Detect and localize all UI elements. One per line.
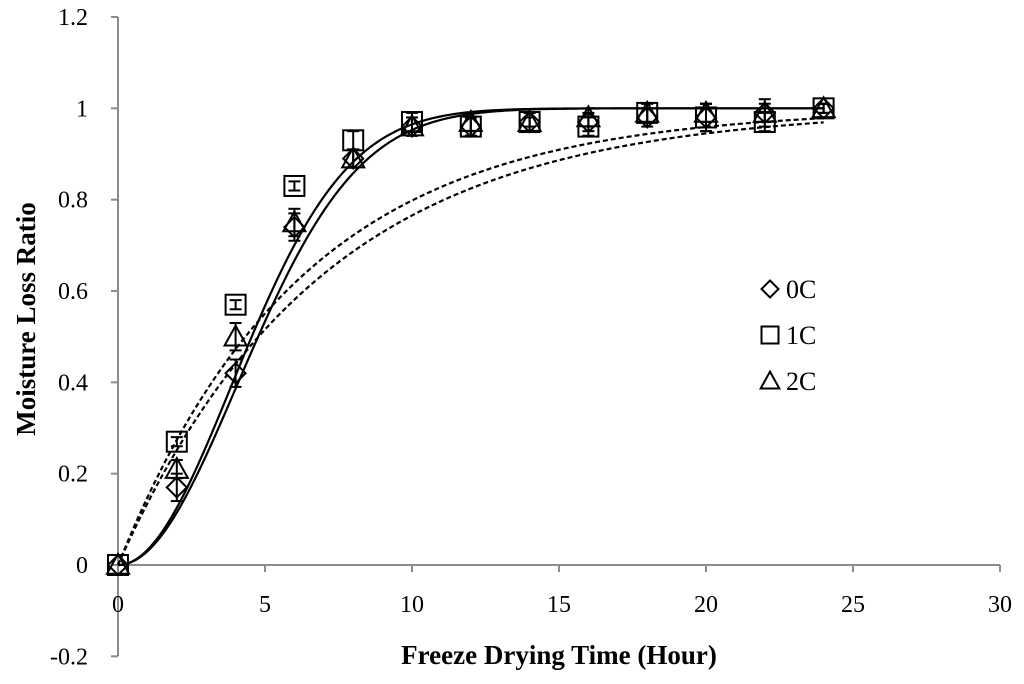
x-tick-label: 30	[988, 592, 1012, 618]
point-2C-triangle	[222, 323, 249, 347]
y-axis-title: Moisture Loss Ratio	[11, 202, 41, 436]
fit-curves	[116, 107, 824, 567]
point-1C-square	[224, 293, 247, 316]
point-2C-triangle	[634, 99, 660, 123]
dashed-fit-a-curve	[116, 117, 824, 566]
axes	[117, 17, 1000, 656]
point-2C-triangle	[164, 456, 190, 479]
point-1C-square	[283, 174, 306, 197]
legend-marker-1C	[760, 325, 780, 345]
x-tick-label: 10	[400, 592, 424, 618]
y-tick-label: 0.2	[58, 462, 88, 488]
point-1C-square	[165, 430, 188, 453]
y-tick-label: 1	[76, 96, 88, 122]
tick-marks	[111, 16, 1001, 658]
point-0C-diamond	[224, 361, 248, 385]
point-2C-triangle	[458, 108, 484, 132]
legend-label-1c: 1C	[786, 321, 816, 350]
point-2C-triangle	[281, 209, 308, 233]
point-2C-triangle	[516, 108, 543, 132]
data-points	[105, 95, 837, 577]
solid-fit-b-curve	[117, 107, 824, 567]
point-2C-triangle	[810, 95, 837, 119]
legend: 0C 1C 2C	[758, 275, 816, 396]
solid-fit-a-curve	[117, 107, 824, 567]
x-tick-label: 25	[841, 592, 865, 618]
y-tick-label: -0.2	[50, 644, 88, 670]
point-2C-triangle	[693, 99, 719, 123]
point-2C-triangle	[340, 145, 366, 169]
point-2C-triangle	[105, 551, 131, 575]
x-tick-labels: 0 5 10 15 20 25 30	[112, 592, 1012, 618]
x-tick-label: 20	[694, 592, 718, 618]
legend-marker-0C	[760, 279, 780, 299]
y-tick-label: 0	[76, 553, 88, 579]
legend-markers	[758, 279, 782, 390]
x-tick-label: 5	[259, 592, 271, 618]
legend-marker-2C	[758, 369, 782, 390]
y-tick-label: 0.8	[58, 188, 88, 214]
x-tick-label: 0	[112, 592, 124, 618]
point-2C-triangle	[575, 104, 602, 128]
y-tick-labels: -0.2 0 0.2 0.4 0.6 0.8 1 1.2	[50, 5, 88, 670]
legend-label-2c: 2C	[786, 367, 816, 396]
dashed-fit-b-curve	[116, 121, 824, 566]
point-0C-diamond	[165, 475, 189, 499]
y-tick-label: 0.4	[58, 370, 88, 396]
legend-label-0c: 0C	[786, 275, 816, 304]
point-2C-triangle	[752, 99, 778, 123]
point-2C-triangle	[399, 113, 425, 137]
y-tick-label: 1.2	[58, 5, 88, 31]
x-tick-label: 15	[547, 592, 571, 618]
x-axis-title: Freeze Drying Time (Hour)	[401, 640, 717, 670]
y-tick-label: 0.6	[58, 279, 88, 305]
